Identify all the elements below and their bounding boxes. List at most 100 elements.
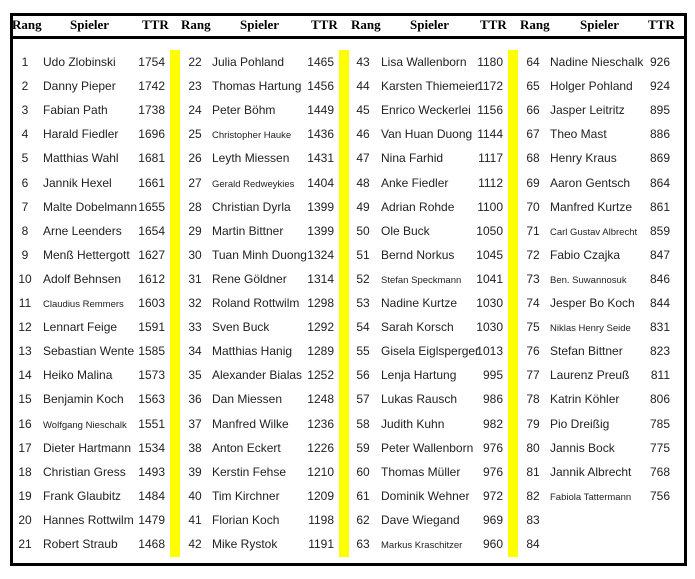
player-name: Karsten Thiemeier (381, 79, 479, 94)
ranking-table (10, 13, 687, 566)
player-name: Gisela Eiglsperger (381, 344, 480, 359)
header-player: Spieler (580, 17, 619, 32)
player-name: Christian Dyrla (212, 199, 291, 214)
ttr-value: 982 (482, 416, 503, 431)
rank-cell: 65 (526, 79, 540, 94)
ttr-value: 976 (482, 440, 503, 455)
player-name: Henry Kraus (550, 151, 617, 166)
player-name: Dominik Wehner (381, 488, 470, 503)
rank-cell: 62 (356, 512, 370, 527)
ttr-value: 1289 (307, 344, 334, 359)
player-name: Peter Böhm (212, 103, 276, 118)
player-name: Dieter Hartmann (43, 440, 132, 455)
ttr-value: 1050 (476, 223, 503, 238)
rank-cell: 64 (526, 55, 540, 69)
ttr-value: 1248 (307, 392, 334, 407)
rank-cell: 38 (188, 440, 202, 455)
ttr-value: 895 (649, 103, 670, 118)
ttr-value: 986 (482, 392, 503, 407)
rank-cell: 32 (188, 296, 202, 310)
player-name: Markus Kraschitzer (381, 540, 463, 551)
header-rank: Rang (520, 17, 550, 32)
ttr-value: 1172 (477, 79, 503, 94)
ttr-value: 1045 (476, 247, 503, 262)
ttr-value: 1742 (138, 79, 165, 94)
ttr-value: 1156 (477, 103, 503, 118)
rank-cell: 14 (18, 368, 32, 383)
ttr-value: 1493 (138, 464, 165, 479)
ttr-value: 1612 (138, 271, 165, 286)
ttr-value: 1627 (138, 247, 165, 262)
player-name: Thomas Müller (381, 464, 461, 479)
rank-cell: 19 (18, 488, 32, 503)
player-name: Jannik Hexel (43, 175, 112, 190)
rank-cell: 25 (188, 127, 202, 142)
rank-cell: 16 (18, 416, 32, 431)
ttr-value: 1696 (138, 127, 165, 142)
player-name: Fabio Czajka (550, 247, 621, 262)
player-name: Claudius Remmers (43, 299, 124, 310)
rank-cell: 61 (356, 488, 370, 503)
ttr-value: 1226 (307, 440, 334, 455)
rank-cell: 5 (21, 151, 29, 166)
player-name: Judith Kuhn (381, 416, 445, 431)
rank-cell: 28 (188, 199, 202, 214)
player-name: Udo Zlobinski (43, 55, 116, 69)
player-name: Malte Dobelmann (43, 199, 138, 214)
player-name: Nadine Kurtze (381, 296, 458, 310)
header-divider (10, 36, 687, 39)
player-name: Katrin Köhler (550, 392, 620, 407)
ttr-value: 806 (649, 392, 670, 407)
ttr-value: 846 (649, 271, 670, 286)
player-name: Anke Fiedler (381, 175, 449, 190)
player-name: Aaron Gentsch (550, 175, 631, 190)
player-name: Heiko Malina (43, 368, 113, 383)
rank-cell: 3 (21, 103, 29, 118)
player-name: Ole Buck (381, 223, 430, 238)
rank-cell: 17 (18, 440, 32, 455)
player-name: Jesper Bo Koch (550, 296, 635, 310)
ttr-value: 1456 (307, 79, 334, 94)
ttr-value: 1468 (138, 537, 165, 551)
rank-cell: 84 (526, 537, 540, 551)
ttr-value: 785 (649, 416, 670, 431)
ttr-value: 1681 (138, 151, 165, 166)
player-name: Manfred Wilke (212, 416, 289, 431)
player-name: Bernd Norkus (381, 247, 455, 262)
player-name: Frank Glaubitz (43, 488, 122, 503)
rank-cell: 37 (188, 416, 202, 431)
rank-cell: 70 (526, 199, 540, 214)
player-name: Gerald Redweykies (212, 178, 295, 190)
ttr-value: 1030 (476, 320, 503, 335)
player-name: Niklas Henry Seide (550, 323, 631, 335)
rank-cell: 34 (188, 344, 202, 359)
rank-cell: 83 (526, 512, 540, 527)
rank-cell: 2 (21, 79, 29, 94)
rank-cell: 22 (188, 55, 202, 69)
rank-cell: 6 (21, 175, 29, 190)
header-ttr: TTR (648, 17, 675, 32)
rank-cell: 31 (188, 271, 202, 286)
rank-cell: 63 (356, 537, 370, 551)
ttr-value: 972 (482, 488, 503, 503)
player-name: Jannik Albrecht (550, 464, 632, 479)
player-name: Pio Dreißig (550, 416, 610, 431)
player-name: Sebastian Wente (43, 344, 135, 359)
ttr-value: 1404 (307, 175, 334, 190)
rank-cell: 21 (18, 537, 32, 551)
ttr-value: 1180 (477, 55, 503, 69)
player-name: Lukas Rausch (381, 392, 458, 407)
header-rank: Rang (351, 17, 381, 32)
ttr-value: 775 (649, 440, 670, 455)
rank-cell: 59 (356, 440, 370, 455)
rank-cell: 60 (356, 464, 370, 479)
rank-cell: 1 (21, 55, 29, 69)
player-name: Kerstin Fehse (212, 464, 287, 479)
ttr-value: 995 (482, 368, 503, 383)
ttr-value: 1298 (307, 296, 334, 310)
ttr-value: 1013 (476, 344, 503, 359)
ttr-value: 1292 (307, 320, 334, 335)
ttr-value: 1603 (138, 296, 165, 310)
player-name: Fabiola Tattermann (550, 491, 632, 503)
rank-cell: 24 (188, 103, 202, 118)
